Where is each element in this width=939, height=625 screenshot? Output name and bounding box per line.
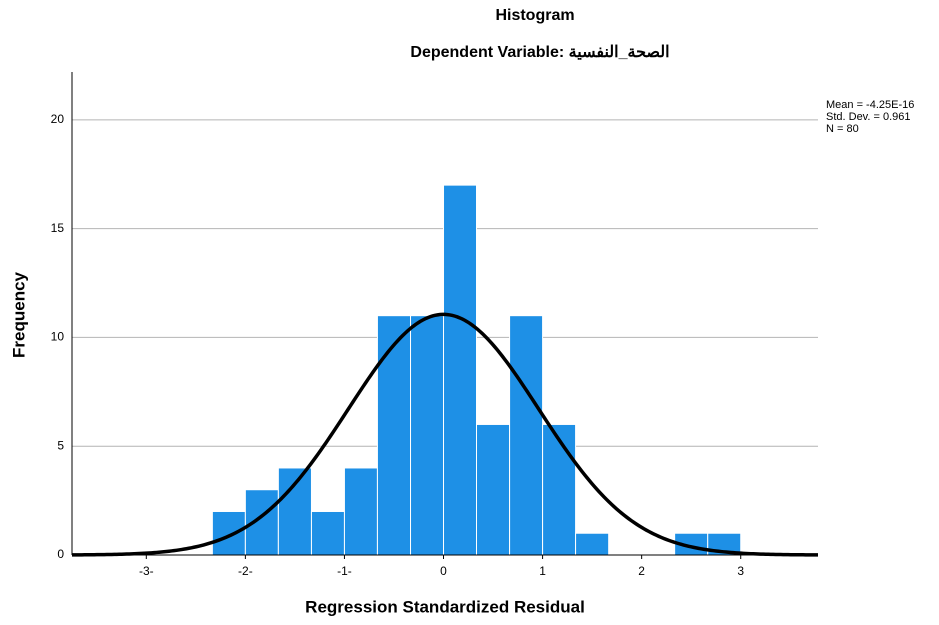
- normal-curve: [71, 312, 819, 557]
- y-tick-label: 5: [57, 438, 64, 452]
- bar: [376, 315, 412, 556]
- y-tick-label: 15: [51, 221, 65, 235]
- y-axis-label: Frequency: [9, 271, 28, 358]
- bar: [509, 315, 544, 556]
- x-tick-label: -1-: [337, 564, 352, 578]
- x-tick-label: -2-: [238, 564, 253, 578]
- bar: [410, 315, 445, 556]
- bar: [443, 184, 478, 556]
- chart-subtitle: Dependent Variable: الصحة_النفسية: [410, 44, 669, 61]
- y-tick-label: 10: [51, 330, 65, 344]
- x-tick-label: 3: [737, 564, 744, 578]
- stat-mean: Mean = -4.25E-16: [826, 99, 914, 111]
- bar: [211, 510, 246, 556]
- stat-n: N = 80: [826, 123, 859, 135]
- stat-std: Std. Dev. = 0.961: [826, 111, 911, 123]
- bar: [310, 510, 345, 556]
- chart-title: Histogram: [495, 7, 574, 24]
- x-axis-label: Regression Standardized Residual: [305, 597, 585, 616]
- x-tick-label: 0: [440, 564, 447, 578]
- bar: [476, 423, 511, 556]
- bar: [542, 423, 577, 556]
- bar: [277, 467, 312, 556]
- y-tick-label: 20: [51, 112, 65, 126]
- x-tick-label: 1: [539, 564, 546, 578]
- bar: [343, 467, 378, 556]
- x-tick-label: 2: [638, 564, 645, 578]
- bar: [575, 532, 610, 556]
- y-tick-label: 0: [57, 547, 64, 561]
- x-tick-label: -3-: [139, 564, 154, 578]
